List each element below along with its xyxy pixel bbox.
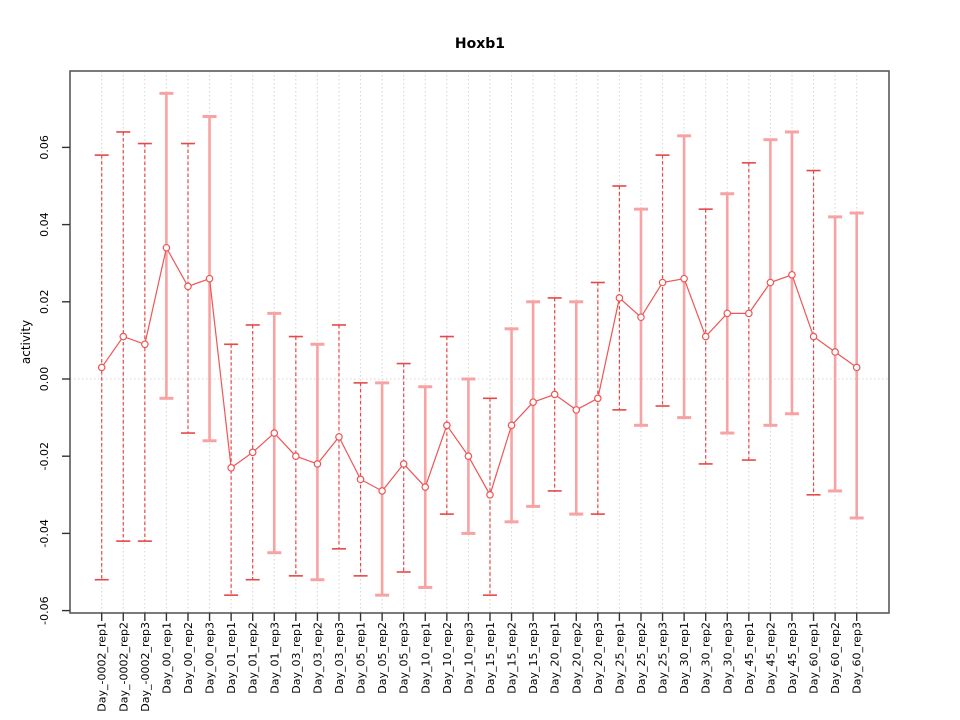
data-point [227, 463, 235, 472]
y-tick-label: -0.06 [38, 596, 51, 624]
data-point [205, 274, 214, 283]
data-point [443, 421, 451, 430]
data-point [637, 313, 645, 322]
x-tick-label: Day_10_rep1 [419, 622, 432, 694]
data-point [594, 394, 602, 403]
x-tick-label: Day_-0002_rep1 [96, 622, 109, 712]
data-point [550, 390, 559, 399]
data-point [97, 363, 106, 372]
data-point [680, 274, 688, 283]
x-tick-label: Day_20_rep1 [549, 622, 562, 694]
data-point [184, 282, 192, 291]
x-tick-label: Day_03_rep3 [333, 622, 346, 694]
x-tick-label: Day_20_rep3 [592, 622, 605, 694]
data-point [831, 348, 839, 356]
x-tick-label: Day_03_rep2 [311, 622, 324, 694]
data-point [507, 421, 516, 430]
plot-area: 0.06 0.04 0.02 0.00 -0.02 -0.04 -0.06 Day_-0002… [38, 70, 890, 712]
data-point [572, 406, 581, 414]
data-point [658, 278, 667, 287]
x-tick-label: Day_03_rep1 [290, 622, 303, 694]
data-point [356, 475, 365, 484]
x-tick-label: Day_25_rep2 [635, 622, 648, 694]
x-tick-label: Day_-0002_rep2 [117, 622, 130, 712]
data-point [852, 363, 861, 372]
x-tick-label: Day_00_rep2 [182, 622, 195, 694]
y-tick-label: -0.04 [38, 519, 51, 547]
x-tick-label: Day_45_rep3 [786, 622, 799, 694]
x-tick-label: Day_-0002_rep3 [139, 622, 152, 712]
x-tick-label: Day_05_rep1 [355, 622, 368, 694]
x-tick-label: Day_45_rep2 [764, 622, 777, 694]
data-point [119, 332, 128, 341]
data-point [421, 483, 430, 491]
data-point [464, 452, 473, 461]
x-tick-label: Day_00_rep3 [204, 622, 217, 694]
x-tick-label: Day_05_rep2 [376, 622, 389, 694]
x-tick-label: Day_25_rep3 [657, 622, 670, 694]
data-point [378, 487, 386, 495]
x-tick-label: Day_10_rep3 [462, 622, 475, 694]
data-point [292, 452, 300, 461]
chart-title: Hoxb1 [455, 36, 505, 52]
data-point [486, 490, 494, 499]
x-tick-label: Day_10_rep2 [441, 622, 454, 694]
y-tick-label: -0.02 [38, 442, 51, 470]
data-point [766, 278, 775, 287]
y-tick-label: 0.02 [38, 290, 51, 315]
x-tick-label: Day_15_rep1 [484, 622, 497, 694]
x-tick-label: Day_30_rep1 [678, 622, 691, 694]
y-tick-label: 0.04 [38, 212, 51, 237]
x-tick-label: Day_60_rep1 [808, 622, 821, 694]
data-point [788, 270, 796, 279]
x-tick-label: Day_01_rep2 [247, 622, 260, 694]
data-point [162, 243, 171, 252]
data-point [141, 340, 149, 349]
y-tick-label: 0.06 [38, 135, 51, 160]
x-tick-label: Day_05_rep3 [398, 622, 411, 694]
series-line [101, 246, 858, 497]
x-tick-label: Day_30_rep2 [700, 622, 713, 694]
data-point [723, 309, 732, 318]
data-point [615, 294, 624, 302]
x-tick-label: Day_01_rep1 [225, 622, 238, 694]
x-tick-label: Day_01_rep3 [268, 622, 281, 694]
plot-frame [69, 70, 890, 614]
data-point [335, 433, 343, 441]
data-point [270, 429, 279, 437]
data-point [809, 332, 818, 341]
y-axis-label: activity [19, 320, 33, 364]
x-tick-label: Day_60_rep2 [829, 622, 842, 694]
data-point [399, 460, 408, 468]
x-tick-label: Day_15_rep3 [527, 622, 540, 694]
data-point [529, 398, 537, 406]
x-tick-label: Day_60_rep3 [851, 622, 864, 694]
data-point [701, 332, 710, 341]
x-tick-label: Day_00_rep1 [160, 622, 173, 694]
x-tick-label: Day_45_rep1 [743, 622, 756, 694]
x-tick-label: Day_30_rep3 [721, 622, 734, 694]
data-point [313, 460, 322, 468]
data-point [745, 309, 753, 318]
x-tick-label: Day_20_rep2 [570, 622, 583, 694]
data-point [248, 448, 257, 457]
x-tick-label: Day_15_rep2 [506, 622, 519, 694]
x-tick-label: Day_25_rep1 [613, 622, 626, 694]
y-tick-label: 0.00 [38, 367, 51, 392]
